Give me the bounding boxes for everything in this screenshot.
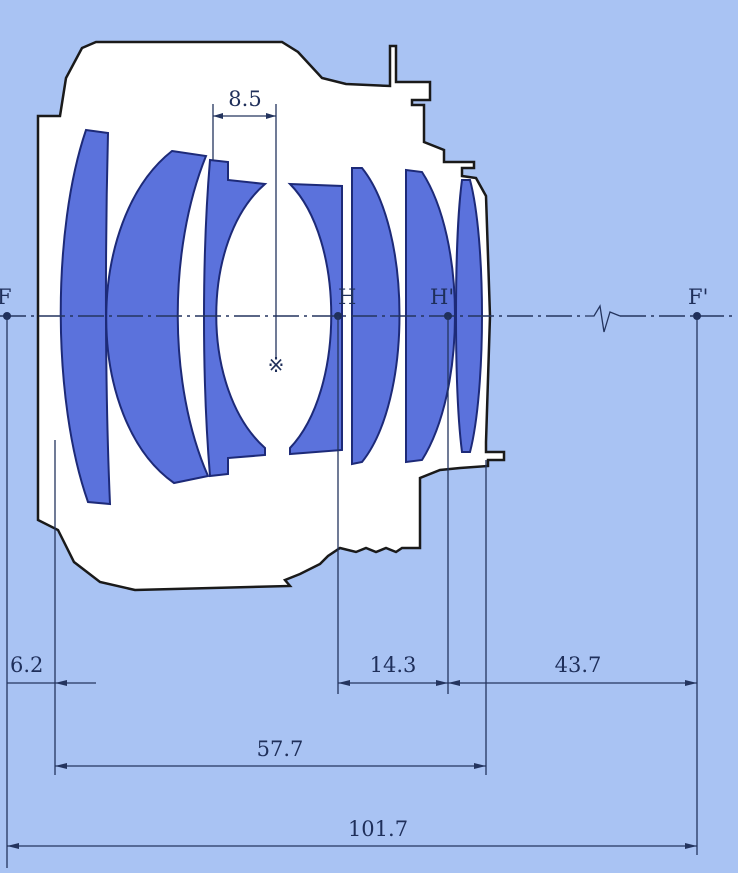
principal-separation-label: 14.3 (370, 653, 417, 677)
axis-break-mark (585, 304, 621, 333)
stop-offset-label: 8.5 (228, 87, 261, 111)
principal-front-label: H (338, 285, 356, 309)
dim-101-7-arrow-left (7, 843, 19, 849)
stop-arrow-left (213, 113, 223, 119)
lens-length-label: 57.7 (257, 737, 304, 761)
dim-6-2-arrow (55, 680, 67, 686)
dim-14-3-arrow-right (436, 680, 448, 686)
dim-14-3-arrow-left (338, 680, 350, 686)
dim-43-7-arrow-left (448, 680, 460, 686)
dim-57-7-arrow-right (474, 763, 486, 769)
principal-rear-label: H' (430, 285, 454, 309)
aperture-mark: ※ (268, 353, 285, 377)
dim-57-7-arrow-left (55, 763, 67, 769)
stop-arrow-right (266, 113, 276, 119)
front-focal-distance-label: 6.2 (10, 653, 43, 677)
lens-element-4 (287, 182, 343, 456)
lens-element-2 (105, 149, 210, 485)
dim-101-7-arrow-right (685, 843, 697, 849)
rear-focal-label: F' (688, 285, 708, 309)
lens-element-1 (59, 128, 112, 506)
dim-43-7-arrow-right (685, 680, 697, 686)
front-focal-label: F (0, 285, 12, 309)
lens-element-3 (203, 158, 268, 478)
back-focal-distance-label: 43.7 (555, 653, 602, 677)
total-length-label: 101.7 (348, 817, 408, 841)
